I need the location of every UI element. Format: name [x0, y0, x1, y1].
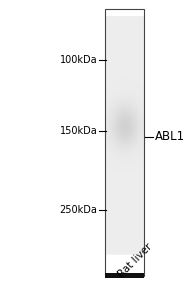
Text: 150kDa: 150kDa — [60, 125, 97, 136]
Bar — [105, 273, 144, 278]
Text: Rat liver: Rat liver — [116, 242, 154, 280]
Text: 100kDa: 100kDa — [60, 55, 97, 65]
Text: ABL1: ABL1 — [155, 130, 185, 143]
Text: 250kDa: 250kDa — [60, 205, 97, 215]
Bar — [105, 9, 144, 276]
Bar — [105, 9, 144, 276]
